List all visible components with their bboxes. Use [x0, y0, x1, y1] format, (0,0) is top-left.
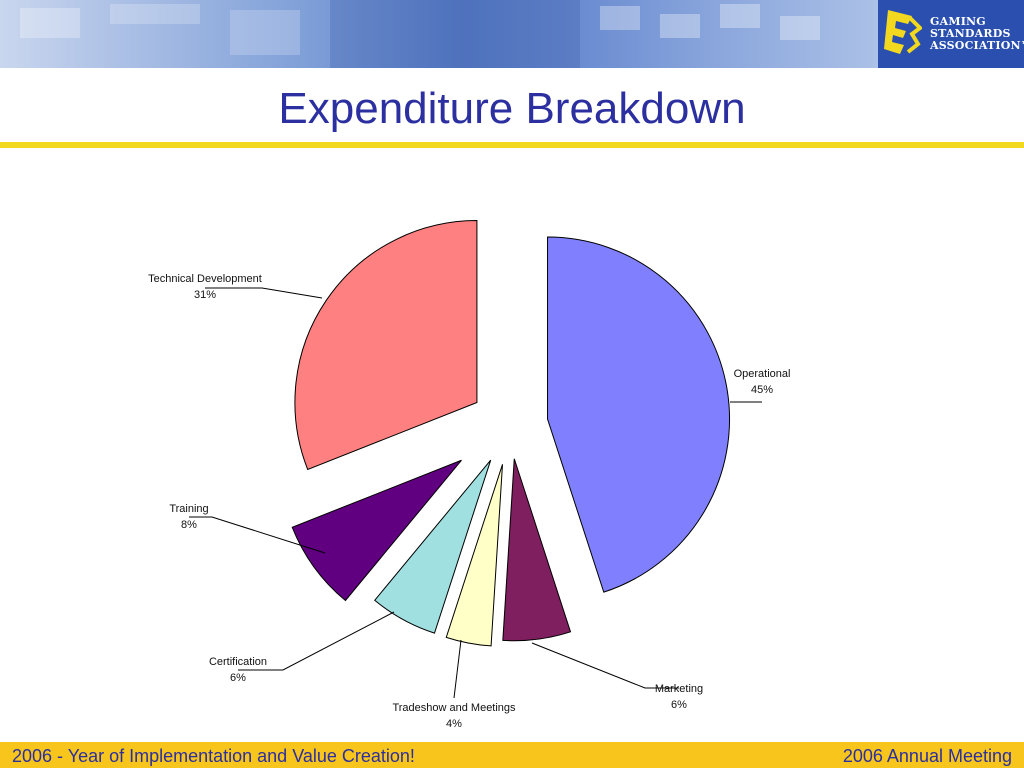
slice-label-marketing: Marketing: [655, 683, 703, 695]
pie-slice-technical-development: [294, 220, 478, 471]
leader-line-technical-development: [205, 287, 323, 299]
leader-line-certification: [238, 611, 395, 671]
slide-title: Expenditure Breakdown: [278, 84, 746, 133]
footer-event: 2006 Annual Meeting: [842, 746, 1012, 766]
slice-label-technical-development: Technical Development: [148, 273, 262, 285]
pie-slice-operational: [547, 236, 730, 593]
pie-slice-tradeshow-and-meetings: [445, 464, 504, 647]
leader-line-marketing: [531, 642, 679, 689]
title-divider: [0, 142, 1024, 148]
pie-slice-training: [291, 459, 462, 602]
logo-text: GAMING STANDARDS ASSOCIATION™: [930, 16, 1024, 52]
e3-logo-icon: [884, 10, 922, 54]
footer-tagline: 2006 - Year of Implementation and Value …: [12, 746, 415, 766]
banner-photo-collage: [20, 0, 820, 68]
slice-percent-tradeshow-and-meetings: 4%: [446, 718, 462, 730]
logo-line-standards: STANDARDS: [930, 27, 1011, 40]
slice-label-certification: Certification: [209, 656, 267, 668]
gsa-logo[interactable]: GAMING STANDARDS ASSOCIATION™: [878, 0, 1024, 68]
header-banner: GAMING STANDARDS ASSOCIATION™: [0, 0, 1024, 68]
slice-label-operational: Operational: [734, 368, 791, 380]
pie-slice-marketing: [502, 458, 572, 642]
slice-percent-training: 8%: [181, 519, 197, 531]
leader-line-tradeshow-and-meetings: [453, 639, 462, 699]
pie-slice-certification: [374, 459, 492, 634]
logo-line-gaming: GAMING: [930, 15, 986, 28]
slice-percent-technical-development: 31%: [194, 289, 216, 301]
footer-bar: 2006 - Year of Implementation and Value …: [0, 742, 1024, 768]
expenditure-pie-chart: Operational 45% Marketing 6% Tradeshow and M…: [148, 220, 791, 730]
slice-label-tradeshow-and-meetings: Tradeshow and Meetings: [392, 702, 516, 714]
slice-percent-marketing: 6%: [671, 699, 687, 711]
logo-line-association: ASSOCIATION™: [930, 39, 1024, 52]
slice-percent-certification: 6%: [230, 672, 246, 684]
leader-line-training: [189, 516, 326, 554]
slice-label-training: Training: [169, 503, 208, 515]
slice-percent-operational: 45%: [751, 384, 773, 396]
